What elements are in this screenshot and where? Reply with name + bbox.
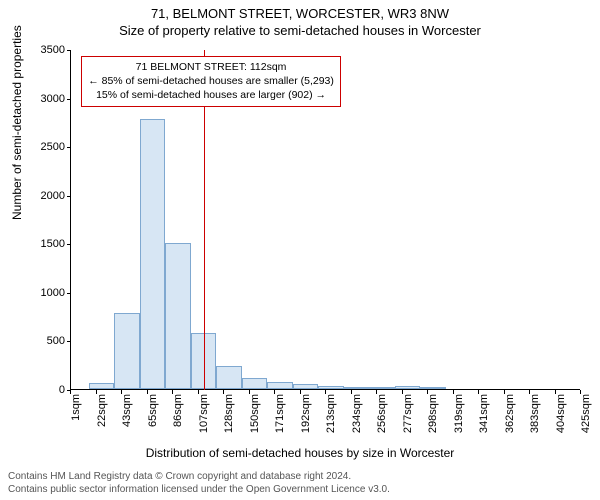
x-tick-mark — [351, 390, 352, 394]
x-tick-mark — [427, 390, 428, 394]
histogram-bar — [318, 386, 344, 389]
histogram-bar — [89, 383, 115, 389]
x-tick-label: 277sqm — [402, 394, 414, 444]
x-tick-label: 65sqm — [147, 394, 159, 444]
histogram-bar — [344, 387, 370, 389]
x-tick-mark — [478, 390, 479, 394]
x-tick-label: 256sqm — [376, 394, 388, 444]
x-tick-mark — [529, 390, 530, 394]
x-tick-label: 192sqm — [300, 394, 312, 444]
x-tick-mark — [555, 390, 556, 394]
x-tick-mark — [223, 390, 224, 394]
page-subtitle: Size of property relative to semi-detach… — [0, 21, 600, 38]
histogram-bar — [267, 382, 293, 389]
x-tick-label: 213sqm — [325, 394, 337, 444]
x-tick-mark — [198, 390, 199, 394]
y-tick-mark — [67, 196, 71, 197]
x-tick-label: 171sqm — [274, 394, 286, 444]
x-tick-label: 383sqm — [529, 394, 541, 444]
x-tick-label: 43sqm — [121, 394, 133, 444]
histogram-chart: 71 BELMONT STREET: 112sqm← 85% of semi-d… — [70, 50, 580, 390]
y-tick-mark — [67, 50, 71, 51]
property-info-box: 71 BELMONT STREET: 112sqm← 85% of semi-d… — [81, 56, 341, 107]
x-tick-mark — [504, 390, 505, 394]
histogram-bar — [369, 387, 395, 389]
x-tick-label: 425sqm — [580, 394, 592, 444]
x-tick-mark — [147, 390, 148, 394]
y-tick-label: 3000 — [25, 93, 65, 105]
histogram-bar — [420, 387, 446, 389]
x-tick-mark — [274, 390, 275, 394]
info-box-line: 71 BELMONT STREET: 112sqm — [88, 60, 334, 74]
x-tick-label: 86sqm — [172, 394, 184, 444]
y-tick-label: 1000 — [25, 287, 65, 299]
x-tick-label: 362sqm — [504, 394, 516, 444]
x-tick-mark — [249, 390, 250, 394]
x-tick-label: 404sqm — [555, 394, 567, 444]
x-tick-mark — [300, 390, 301, 394]
x-tick-label: 128sqm — [223, 394, 235, 444]
histogram-bar — [242, 378, 268, 389]
histogram-bar — [216, 366, 242, 389]
y-tick-label: 500 — [25, 335, 65, 347]
histogram-bar — [165, 243, 191, 389]
x-tick-mark — [325, 390, 326, 394]
info-box-line: ← 85% of semi-detached houses are smalle… — [88, 74, 334, 88]
x-tick-label: 319sqm — [453, 394, 465, 444]
histogram-bar — [114, 313, 140, 389]
x-tick-mark — [402, 390, 403, 394]
x-tick-label: 298sqm — [427, 394, 439, 444]
y-tick-label: 2000 — [25, 190, 65, 202]
x-axis-label: Distribution of semi-detached houses by … — [0, 446, 600, 460]
y-tick-mark — [67, 99, 71, 100]
x-tick-mark — [376, 390, 377, 394]
x-tick-mark — [70, 390, 71, 394]
footer-credits: Contains HM Land Registry data © Crown c… — [8, 470, 390, 496]
page-title: 71, BELMONT STREET, WORCESTER, WR3 8NW — [0, 0, 600, 21]
x-tick-label: 150sqm — [249, 394, 261, 444]
x-tick-label: 1sqm — [70, 394, 82, 444]
y-tick-mark — [67, 341, 71, 342]
y-tick-mark — [67, 147, 71, 148]
x-tick-mark — [96, 390, 97, 394]
y-tick-mark — [67, 244, 71, 245]
x-tick-mark — [172, 390, 173, 394]
y-tick-label: 0 — [25, 384, 65, 396]
x-tick-label: 22sqm — [96, 394, 108, 444]
x-tick-label: 341sqm — [478, 394, 490, 444]
y-tick-label: 1500 — [25, 238, 65, 250]
histogram-bar — [293, 384, 319, 389]
histogram-bar — [140, 119, 166, 389]
x-tick-mark — [121, 390, 122, 394]
y-tick-mark — [67, 293, 71, 294]
x-tick-mark — [580, 390, 581, 394]
y-tick-label: 3500 — [25, 44, 65, 56]
footer-line-2: Contains public sector information licen… — [8, 483, 390, 496]
info-box-line: 15% of semi-detached houses are larger (… — [88, 88, 334, 102]
y-tick-label: 2500 — [25, 141, 65, 153]
plot-area: 71 BELMONT STREET: 112sqm← 85% of semi-d… — [70, 50, 580, 390]
x-tick-label: 234sqm — [351, 394, 363, 444]
histogram-bar — [395, 386, 421, 389]
x-tick-label: 107sqm — [198, 394, 210, 444]
x-tick-mark — [453, 390, 454, 394]
footer-line-1: Contains HM Land Registry data © Crown c… — [8, 470, 390, 483]
y-axis-label: Number of semi-detached properties — [10, 25, 24, 220]
